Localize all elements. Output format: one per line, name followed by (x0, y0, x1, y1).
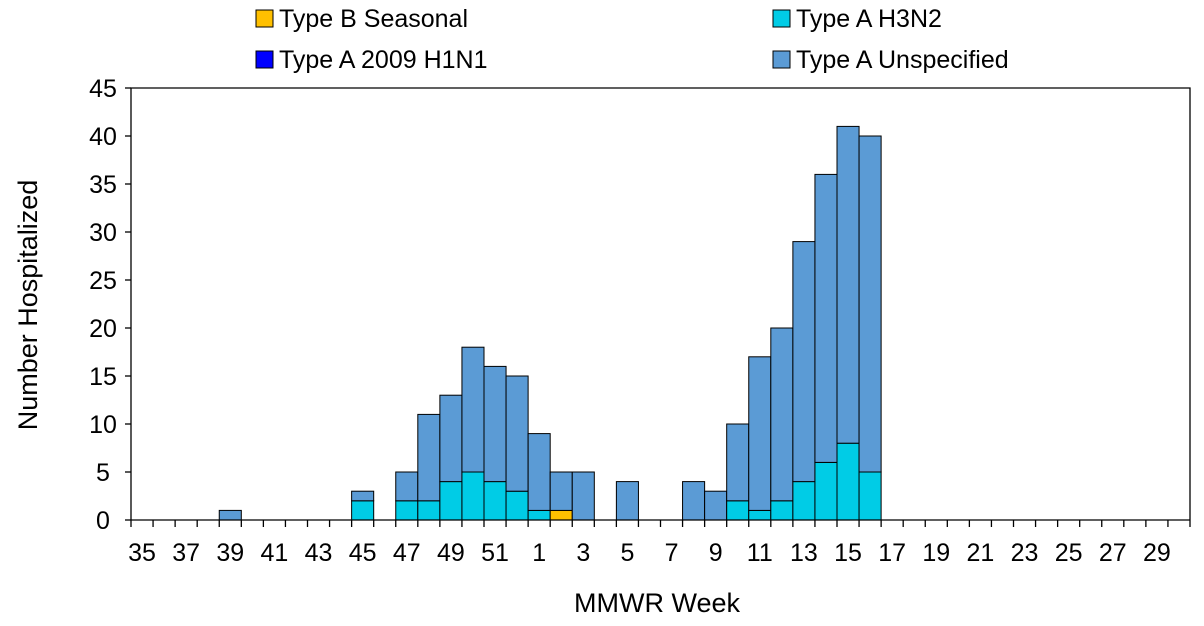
y-tick-label-0: 0 (96, 507, 110, 535)
bar-type-a-unspecified-week-45 (351, 490, 375, 502)
y-tick-label-25: 25 (89, 267, 117, 295)
x-tick-label-47: 47 (393, 539, 421, 567)
legend-swatch-type-a-h3n2 (772, 9, 791, 28)
y-tick-label-20: 20 (89, 315, 117, 343)
y-tick-label-5: 5 (96, 459, 110, 487)
bar-type-a-unspecified-week-5 (615, 481, 639, 521)
legend-swatch-type-a-2009-h1n1 (255, 50, 274, 69)
y-tick-label-35: 35 (89, 171, 117, 199)
bar-type-a-unspecified-week-15 (836, 125, 860, 444)
y-tick-label-30: 30 (89, 219, 117, 247)
x-tick-label-23: 23 (1011, 539, 1039, 567)
bar-type-a-unspecified-week-1 (527, 433, 551, 511)
legend-swatch-type-b-seasonal (255, 9, 274, 28)
bar-type-a-unspecified-week-39 (218, 509, 242, 521)
bar-type-a-unspecified-week-13 (792, 241, 816, 483)
bar-type-a-h3n2-week-12 (770, 500, 794, 521)
bar-type-a-unspecified-week-10 (726, 423, 750, 502)
bar-type-a-h3n2-week-49 (439, 481, 463, 521)
bar-type-a-h3n2-week-1 (527, 509, 551, 521)
bar-type-a-unspecified-week-52 (505, 375, 529, 492)
bar-type-a-unspecified-week-14 (814, 173, 838, 463)
bar-type-a-unspecified-week-11 (748, 356, 772, 511)
bar-type-a-h3n2-week-10 (726, 500, 750, 521)
bar-type-a-h3n2-week-13 (792, 481, 816, 521)
bar-type-a-h3n2-week-50 (461, 471, 485, 521)
bar-type-a-unspecified-week-47 (395, 471, 419, 502)
x-tick-label-7: 7 (665, 539, 679, 567)
legend-label-type-b-seasonal: Type B Seasonal (279, 5, 468, 33)
y-tick-label-15: 15 (89, 363, 117, 391)
x-tick-label-39: 39 (216, 539, 244, 567)
bar-type-a-unspecified-week-2 (549, 471, 573, 511)
x-tick-label-5: 5 (620, 539, 634, 567)
y-tick-label-45: 45 (89, 75, 117, 103)
x-tick-label-43: 43 (305, 539, 333, 567)
bar-type-a-unspecified-week-8 (682, 481, 706, 521)
x-tick-label-11: 11 (747, 539, 773, 567)
x-tick-label-13: 13 (790, 539, 818, 567)
y-tick-label-40: 40 (89, 123, 117, 151)
bar-type-a-h3n2-week-51 (483, 481, 507, 521)
x-tick-label-21: 21 (967, 539, 995, 567)
x-tick-label-25: 25 (1055, 539, 1083, 567)
bar-type-a-h3n2-week-48 (417, 500, 441, 521)
bar-type-a-unspecified-week-16 (858, 135, 882, 473)
legend-label-type-a-unspecified: Type A Unspecified (796, 46, 1009, 74)
y-axis-title: Number Hospitalized (13, 180, 43, 431)
bar-type-a-unspecified-week-3 (571, 471, 595, 521)
bar-type-a-h3n2-week-16 (858, 471, 882, 521)
x-tick-label-35: 35 (128, 539, 156, 567)
x-tick-label-9: 9 (709, 539, 723, 567)
bar-type-a-h3n2-week-11 (748, 509, 772, 521)
bar-type-a-h3n2-week-15 (836, 442, 860, 521)
x-tick-label-37: 37 (172, 539, 200, 567)
bar-type-a-unspecified-week-49 (439, 394, 463, 483)
bar-type-a-unspecified-week-12 (770, 327, 794, 502)
x-tick-label-19: 19 (922, 539, 950, 567)
x-axis-title: MMWR Week (574, 588, 740, 618)
legend-label-type-a-2009-h1n1: Type A 2009 H1N1 (279, 46, 487, 74)
x-tick-label-51: 51 (481, 539, 509, 567)
bars (218, 125, 882, 521)
bar-type-a-h3n2-week-14 (814, 461, 838, 521)
bar-type-b-seasonal-week-2 (549, 509, 573, 521)
legend: Type B Seasonal Type A H3N2 Type A 2009 H1… (255, 5, 1009, 74)
x-tick-label-41: 41 (261, 539, 289, 567)
x-tick-label-45: 45 (349, 539, 377, 567)
y-tick-label-10: 10 (89, 411, 117, 439)
bar-type-a-h3n2-week-52 (505, 490, 529, 521)
bar-type-a-unspecified-week-51 (483, 365, 507, 483)
bar-type-a-h3n2-week-45 (351, 500, 375, 521)
bar-type-a-unspecified-week-50 (461, 346, 485, 473)
legend-swatch-type-a-unspecified (772, 50, 791, 69)
x-tick-label-3: 3 (576, 539, 590, 567)
x-tick-label-1: 1 (532, 539, 546, 567)
x-tick-label-29: 29 (1143, 539, 1171, 567)
bar-type-a-unspecified-week-48 (417, 413, 441, 502)
plot-frame (130, 87, 1191, 520)
x-tick-label-27: 27 (1099, 539, 1127, 567)
x-tick-label-15: 15 (834, 539, 862, 567)
bar-type-a-unspecified-week-9 (704, 490, 728, 521)
x-tick-label-49: 49 (437, 539, 465, 567)
bar-type-a-h3n2-week-47 (395, 500, 419, 521)
legend-label-type-a-h3n2: Type A H3N2 (796, 5, 942, 33)
x-tick-label-17: 17 (878, 539, 906, 567)
